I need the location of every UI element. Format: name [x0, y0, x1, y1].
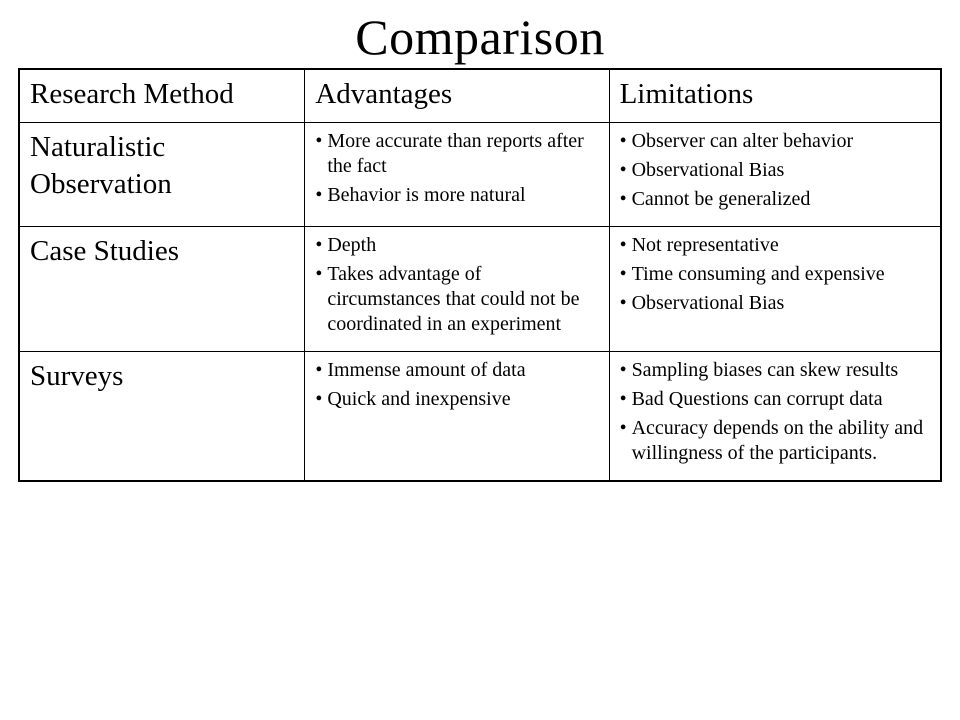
col-header-limitations: Limitations — [609, 69, 941, 123]
method-name: Surveys — [19, 352, 305, 482]
table-row: Case Studies Depth Takes advantage of ci… — [19, 227, 941, 352]
advantages-list: Depth Takes advantage of circumstances t… — [315, 233, 598, 337]
table-header-row: Research Method Advantages Limitations — [19, 69, 941, 123]
list-item: Behavior is more natural — [315, 183, 598, 208]
list-item: Accuracy depends on the ability and will… — [620, 416, 930, 466]
list-item: Depth — [315, 233, 598, 258]
limitations-cell: Observer can alter behavior Observationa… — [609, 123, 941, 227]
table-row: Surveys Immense amount of data Quick and… — [19, 352, 941, 482]
page-title: Comparison — [18, 8, 942, 66]
list-item: Bad Questions can corrupt data — [620, 387, 930, 412]
advantages-list: More accurate than reports after the fac… — [315, 129, 598, 208]
list-item: Immense amount of data — [315, 358, 598, 383]
comparison-slide: Comparison Research Method Advantages Li… — [0, 0, 960, 720]
advantages-list: Immense amount of data Quick and inexpen… — [315, 358, 598, 412]
method-name: Case Studies — [19, 227, 305, 352]
list-item: Cannot be generalized — [620, 187, 930, 212]
list-item: Takes advantage of circumstances that co… — [315, 262, 598, 337]
col-header-advantages: Advantages — [305, 69, 609, 123]
list-item: Time consuming and expensive — [620, 262, 930, 287]
limitations-list: Observer can alter behavior Observationa… — [620, 129, 930, 212]
limitations-list: Not representative Time consuming and ex… — [620, 233, 930, 316]
col-header-method: Research Method — [19, 69, 305, 123]
limitations-cell: Sampling biases can skew results Bad Que… — [609, 352, 941, 482]
list-item: Observational Bias — [620, 291, 930, 316]
limitations-list: Sampling biases can skew results Bad Que… — [620, 358, 930, 466]
list-item: Not representative — [620, 233, 930, 258]
table-row: Naturalistic Observation More accurate t… — [19, 123, 941, 227]
list-item: More accurate than reports after the fac… — [315, 129, 598, 179]
limitations-cell: Not representative Time consuming and ex… — [609, 227, 941, 352]
list-item: Observational Bias — [620, 158, 930, 183]
list-item: Quick and inexpensive — [315, 387, 598, 412]
advantages-cell: Depth Takes advantage of circumstances t… — [305, 227, 609, 352]
list-item: Observer can alter behavior — [620, 129, 930, 154]
comparison-table: Research Method Advantages Limitations N… — [18, 68, 942, 482]
advantages-cell: More accurate than reports after the fac… — [305, 123, 609, 227]
method-name: Naturalistic Observation — [19, 123, 305, 227]
list-item: Sampling biases can skew results — [620, 358, 930, 383]
advantages-cell: Immense amount of data Quick and inexpen… — [305, 352, 609, 482]
